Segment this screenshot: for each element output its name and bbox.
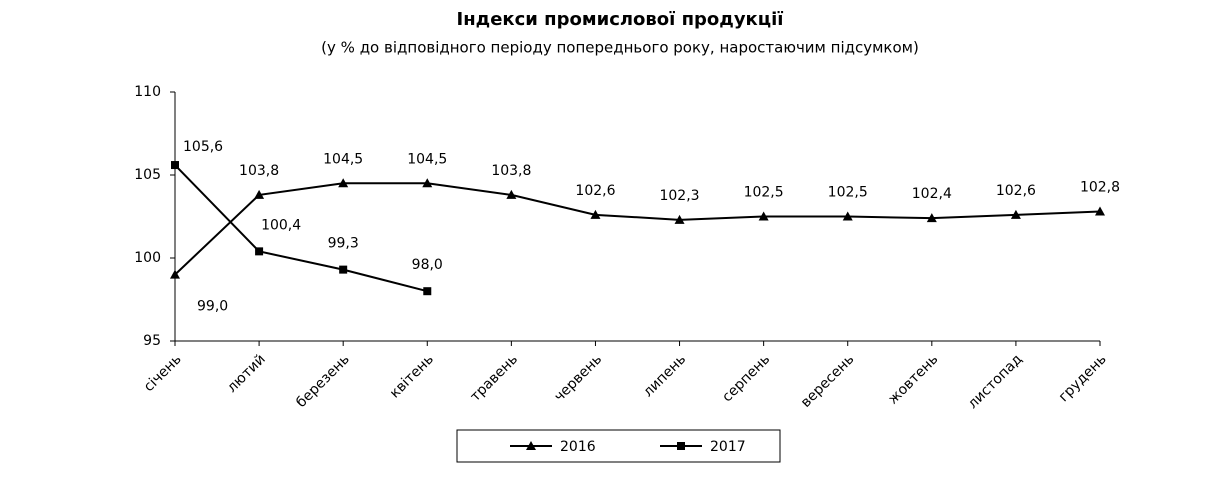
y-tick-label: 105 xyxy=(134,167,161,183)
data-label: 100,4 xyxy=(261,217,301,233)
marker xyxy=(338,178,349,188)
data-label: 104,5 xyxy=(407,151,447,167)
x-tick-label: лютий xyxy=(224,351,269,396)
x-tick-label: серпень xyxy=(719,351,773,405)
data-label: 102,6 xyxy=(575,183,615,199)
data-label: 98,0 xyxy=(412,257,443,273)
x-tick-label: вересень xyxy=(798,351,857,410)
chart-subtitle: (у % до відповідного періоду попередньог… xyxy=(321,39,919,57)
marker xyxy=(254,189,265,199)
x-tick-label: листопад xyxy=(965,351,1026,412)
x-tick-label: січень xyxy=(141,351,185,395)
legend-label: 2016 xyxy=(560,439,596,455)
marker xyxy=(842,211,853,221)
y-tick-label: 100 xyxy=(134,250,161,266)
data-label: 105,6 xyxy=(183,139,223,155)
data-label: 103,8 xyxy=(491,163,531,179)
marker xyxy=(339,265,348,274)
marker xyxy=(674,214,685,224)
marker xyxy=(590,209,601,219)
marker xyxy=(1095,206,1105,216)
x-tick-label: березень xyxy=(293,351,353,411)
marker xyxy=(677,442,685,450)
x-tick-label: червень xyxy=(551,351,605,405)
marker xyxy=(506,189,517,199)
data-label: 99,0 xyxy=(197,299,228,315)
data-label: 102,3 xyxy=(659,188,699,204)
series-line xyxy=(174,164,428,293)
marker xyxy=(170,269,180,279)
data-label: 102,6 xyxy=(996,183,1036,199)
series-line xyxy=(174,182,1101,276)
data-label: 102,5 xyxy=(828,185,868,201)
marker xyxy=(171,161,179,170)
data-label: 102,5 xyxy=(744,185,784,201)
y-tick-label: 110 xyxy=(134,84,161,100)
legend-label: 2017 xyxy=(710,439,746,455)
data-label: 99,3 xyxy=(328,236,359,252)
x-tick-label: липень xyxy=(640,351,689,400)
marker xyxy=(926,213,937,223)
chart-title: Індекси промислової продукції xyxy=(457,9,784,30)
data-label: 102,8 xyxy=(1080,180,1120,196)
x-tick-label: травень xyxy=(467,351,521,405)
x-tick-label: грудень xyxy=(1056,351,1110,405)
marker xyxy=(526,441,536,450)
marker xyxy=(1010,209,1021,219)
marker xyxy=(423,287,432,296)
y-tick-label: 95 xyxy=(143,333,161,349)
x-tick-label: жовтень xyxy=(885,351,941,407)
data-label: 104,5 xyxy=(323,151,363,167)
data-label: 102,4 xyxy=(912,186,952,202)
marker xyxy=(758,211,769,221)
marker xyxy=(255,247,264,256)
legend-box xyxy=(456,429,781,463)
marker xyxy=(422,178,433,188)
x-tick-label: квітень xyxy=(387,351,437,401)
data-label: 103,8 xyxy=(239,163,279,179)
